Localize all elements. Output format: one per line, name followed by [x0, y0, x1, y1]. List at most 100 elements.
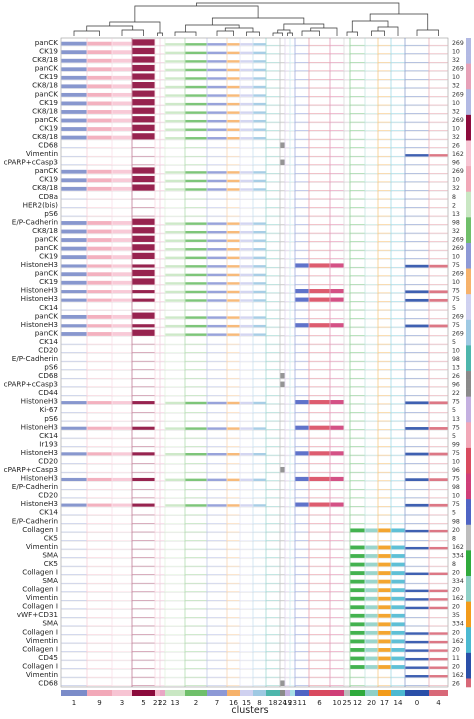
- cluster-tick-4: 4: [436, 699, 441, 707]
- track-mark: [365, 639, 378, 644]
- track-mark: [429, 557, 448, 558]
- track-mark: [132, 184, 155, 191]
- track-mark: [295, 258, 309, 260]
- track-mark: [290, 420, 295, 422]
- track-mark: [61, 426, 87, 430]
- track-mark: [378, 301, 391, 302]
- gene-group-mark: [466, 447, 471, 457]
- track-mark: [405, 582, 429, 584]
- track-mark: [295, 565, 309, 567]
- track-mark: [280, 437, 285, 439]
- track-mark: [112, 75, 132, 80]
- track-mark: [240, 676, 253, 678]
- track-mark: [185, 591, 207, 593]
- track-mark: [285, 377, 290, 379]
- track-mark: [165, 265, 185, 268]
- track-mark: [405, 224, 429, 225]
- track-mark: [330, 617, 344, 618]
- track-mark: [112, 401, 132, 405]
- track-mark: [365, 181, 378, 183]
- track-mark: [295, 343, 309, 345]
- track-mark: [155, 668, 160, 669]
- track-mark: [185, 548, 207, 550]
- track-mark: [112, 272, 132, 277]
- track-mark: [295, 369, 309, 371]
- track-mark: [391, 420, 405, 422]
- track-mark: [290, 343, 295, 345]
- track-mark: [132, 235, 155, 242]
- track-mark: [240, 111, 253, 114]
- track-mark: [132, 420, 155, 422]
- track-mark: [87, 625, 112, 627]
- track-mark: [87, 352, 112, 353]
- track-mark: [165, 309, 185, 311]
- track-mark: [290, 275, 295, 277]
- track-mark: [227, 676, 240, 678]
- track-mark: [87, 642, 112, 644]
- track-mark: [185, 574, 207, 575]
- track-mark: [266, 181, 280, 183]
- track-mark: [112, 531, 132, 533]
- track-mark: [330, 121, 344, 123]
- track-mark: [132, 582, 155, 584]
- track-mark: [240, 412, 253, 413]
- track-mark: [160, 412, 165, 413]
- track-mark: [132, 215, 155, 217]
- track-mark: [429, 446, 448, 447]
- track-mark: [378, 596, 391, 601]
- track-mark: [160, 565, 165, 567]
- track-mark: [309, 147, 330, 149]
- track-mark: [266, 395, 280, 396]
- track-mark: [429, 478, 448, 482]
- track-mark: [165, 504, 185, 507]
- track-mark: [165, 68, 185, 72]
- track-mark: [240, 147, 253, 149]
- track-mark: [405, 401, 429, 405]
- track-mark: [378, 62, 391, 63]
- track-mark: [87, 135, 112, 140]
- track-mark: [391, 241, 405, 242]
- track-mark: [285, 617, 290, 618]
- track-mark: [155, 480, 160, 482]
- track-mark: [160, 138, 165, 140]
- track-mark: [330, 420, 344, 422]
- track-mark: [165, 198, 185, 200]
- track-mark: [405, 632, 429, 635]
- track-mark: [185, 343, 207, 345]
- track-mark: [391, 571, 405, 575]
- track-mark: [266, 480, 280, 482]
- track-mark: [185, 582, 207, 584]
- track-mark: [350, 463, 365, 464]
- track-mark: [309, 207, 330, 208]
- track-mark: [391, 343, 405, 345]
- vmax-label: 162: [452, 595, 464, 602]
- gene-group-mark: [466, 635, 471, 645]
- track-mark: [290, 147, 295, 149]
- track-mark: [185, 282, 207, 285]
- vmax-label: 26: [452, 143, 460, 150]
- track-mark: [266, 429, 280, 430]
- track-mark: [240, 128, 253, 131]
- track-mark: [295, 582, 309, 584]
- track-mark: [155, 386, 160, 388]
- vmax-label: 32: [452, 185, 460, 192]
- track-mark: [240, 401, 253, 405]
- track-mark: [309, 685, 330, 686]
- track-mark: [365, 429, 378, 430]
- track-mark: [405, 589, 429, 593]
- track-mark: [165, 207, 185, 208]
- track-mark: [207, 437, 227, 439]
- track-mark: [309, 96, 330, 97]
- track-mark: [350, 138, 365, 140]
- track-mark: [227, 478, 240, 482]
- track-mark: [344, 608, 350, 610]
- track-mark: [429, 232, 448, 234]
- track-mark: [227, 239, 240, 242]
- track-mark: [227, 333, 240, 336]
- vmax-label: 2: [452, 202, 456, 209]
- gene-label: CD44: [38, 388, 58, 397]
- track-mark: [87, 255, 112, 260]
- track-mark: [87, 471, 112, 473]
- track-mark: [112, 582, 132, 584]
- track-mark: [155, 224, 160, 225]
